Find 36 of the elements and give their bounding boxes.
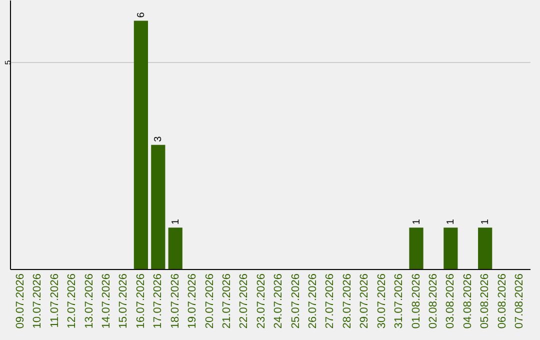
- x-tick-label: 31.07.2026: [393, 274, 406, 329]
- x-tick-label: 22.07.2026: [238, 274, 250, 329]
- data-label: 1: [411, 218, 422, 225]
- data-label: 1: [170, 218, 182, 225]
- x-tick-label: 02.08.2026: [427, 274, 440, 329]
- x-tick-label: 06.08.2026: [496, 274, 508, 329]
- x-tick-label: 29.07.2026: [358, 274, 371, 329]
- x-tick-label: 24.07.2026: [272, 274, 285, 329]
- x-tick-label: 07.08.2026: [514, 274, 526, 329]
- x-tick-label: 01.08.2026: [410, 274, 422, 329]
- x-tick-label: 05.08.2026: [479, 274, 492, 329]
- x-tick-label: 09.07.2026: [14, 274, 26, 329]
- x-tick-label: 13.07.2026: [83, 274, 96, 329]
- x-tick-label: 10.07.2026: [32, 274, 44, 329]
- x-tick-label: 15.07.2026: [118, 274, 130, 329]
- x-tick-label: 26.07.2026: [307, 274, 320, 329]
- x-tick-label: 25.07.2026: [290, 274, 302, 329]
- data-label: 3: [153, 136, 164, 142]
- x-tick-label: 27.07.2026: [324, 274, 336, 329]
- x-tick-label: 28.07.2026: [341, 274, 354, 329]
- data-label: 1: [480, 218, 492, 225]
- x-tick-label: 17.07.2026: [152, 274, 164, 329]
- x-tick-label: 12.07.2026: [66, 274, 78, 329]
- x-tick-label: 04.08.2026: [462, 274, 474, 329]
- x-tick-label: 19.07.2026: [186, 274, 199, 329]
- x-tick-label: 20.07.2026: [204, 274, 216, 329]
- x-tick-label: 03.08.2026: [444, 274, 457, 329]
- x-tick-label: 16.07.2026: [134, 274, 147, 329]
- data-label: 1: [446, 218, 457, 225]
- x-tick-label: 23.07.2026: [255, 274, 268, 329]
- x-tick-label: 18.07.2026: [169, 274, 182, 329]
- x-tick-label: 14.07.2026: [100, 274, 113, 329]
- x-tick-label: 11.07.2026: [48, 274, 61, 328]
- x-tick-label: 30.07.2026: [376, 274, 388, 329]
- data-label: 6: [136, 12, 147, 18]
- x-tick-label: 21.07.2026: [220, 274, 233, 329]
